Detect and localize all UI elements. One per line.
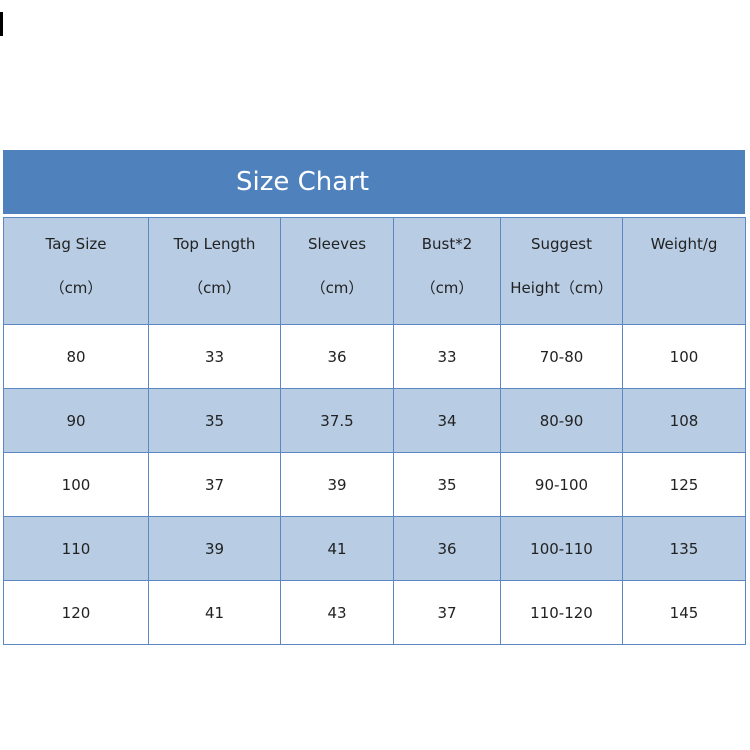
table-cell: 125 xyxy=(622,452,746,517)
table-cell: 36 xyxy=(280,324,394,389)
table-cell: 37.5 xyxy=(280,388,394,453)
header-unit: （cm） xyxy=(49,279,103,297)
table-cell: 100 xyxy=(622,324,746,389)
size-chart: Size Chart Tag Size （cm） Top Length （cm） Sle… xyxy=(3,150,746,645)
table-cell: 120 xyxy=(3,580,149,645)
table-row: 80 33 36 33 70-80 100 xyxy=(3,324,746,389)
edge-mark xyxy=(0,12,3,36)
table-cell: 80-90 xyxy=(500,388,623,453)
header-label: Weight/g xyxy=(650,235,718,253)
header-cell: Tag Size （cm） xyxy=(3,217,149,325)
table-cell: 39 xyxy=(280,452,394,517)
chart-title: Size Chart xyxy=(3,150,745,217)
table-cell: 35 xyxy=(148,388,281,453)
table-row: 120 41 43 37 110-120 145 xyxy=(3,580,746,645)
header-row: Tag Size （cm） Top Length （cm） Sleeves （cm） Bus… xyxy=(3,217,746,325)
table-cell: 43 xyxy=(280,580,394,645)
table-cell: 90-100 xyxy=(500,452,623,517)
table-cell: 100-110 xyxy=(500,516,623,581)
table-row: 110 39 41 36 100-110 135 xyxy=(3,516,746,581)
header-cell: Bust*2 （cm） xyxy=(393,217,501,325)
table-row: 90 35 37.5 34 80-90 108 xyxy=(3,388,746,453)
table-cell: 39 xyxy=(148,516,281,581)
table-cell: 36 xyxy=(393,516,501,581)
header-cell: Suggest Height（cm） xyxy=(500,217,623,325)
header-unit: （cm） xyxy=(188,279,241,297)
table-cell: 41 xyxy=(280,516,394,581)
header-cell: Sleeves （cm） xyxy=(280,217,394,325)
table-cell: 37 xyxy=(148,452,281,517)
table-cell: 108 xyxy=(622,388,746,453)
header-label: Tag Size xyxy=(45,235,107,253)
header-label: Suggest xyxy=(531,235,592,253)
table-cell: 70-80 xyxy=(500,324,623,389)
table-cell: 33 xyxy=(393,324,501,389)
table-cell: 90 xyxy=(3,388,149,453)
table-cell: 33 xyxy=(148,324,281,389)
table-cell: 41 xyxy=(148,580,281,645)
size-table: Tag Size （cm） Top Length （cm） Sleeves （cm） Bus… xyxy=(3,217,746,645)
table-cell: 37 xyxy=(393,580,501,645)
table-cell: 35 xyxy=(393,452,501,517)
header-cell: Top Length （cm） xyxy=(148,217,281,325)
header-cell: Weight/g xyxy=(622,217,746,325)
header-label: Bust*2 xyxy=(421,235,473,253)
table-cell: 34 xyxy=(393,388,501,453)
header-label: Top Length xyxy=(173,235,256,253)
table-cell: 135 xyxy=(622,516,746,581)
table-row: 100 37 39 35 90-100 125 xyxy=(3,452,746,517)
table-cell: 145 xyxy=(622,580,746,645)
header-unit: （cm） xyxy=(420,279,474,297)
table-cell: 110-120 xyxy=(500,580,623,645)
table-cell: 100 xyxy=(3,452,149,517)
table-cell: 110 xyxy=(3,516,149,581)
header-unit: Height（cm） xyxy=(510,279,613,297)
header-label: Sleeves xyxy=(307,235,367,253)
header-unit: （cm） xyxy=(310,279,364,297)
table-cell: 80 xyxy=(3,324,149,389)
